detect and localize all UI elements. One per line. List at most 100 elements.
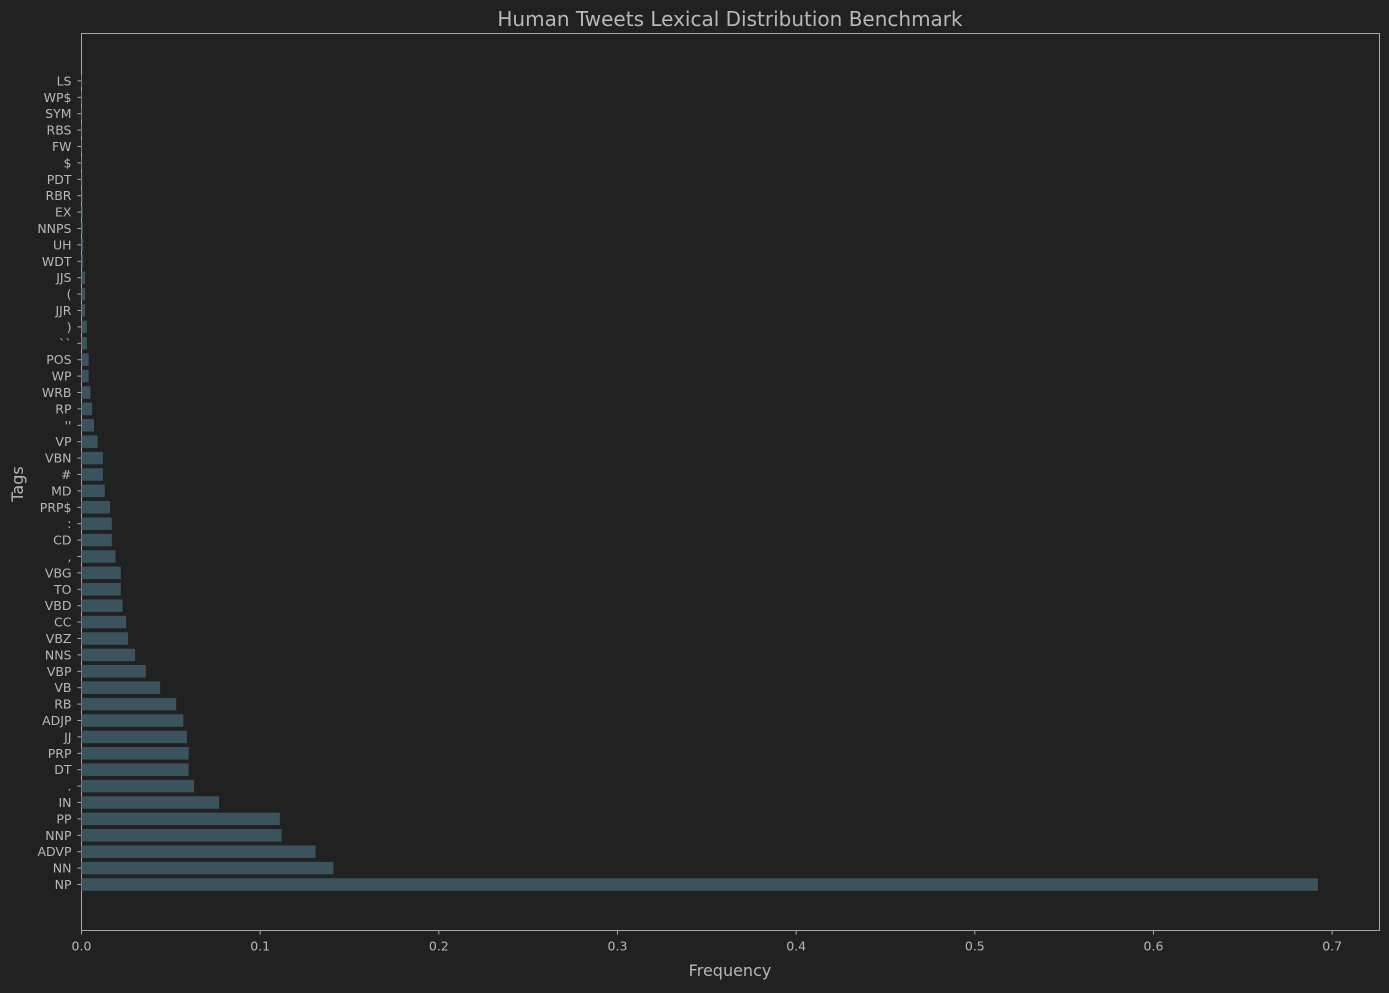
y-tick-label: RBS (47, 123, 72, 138)
y-tick-label: , (68, 549, 72, 564)
y-tick-label: '' (65, 418, 72, 433)
x-tick-label: 0.2 (429, 939, 449, 954)
x-tick-label: 0.1 (250, 939, 270, 954)
y-tick-label: WDT (42, 254, 72, 269)
bar-rp (81, 402, 93, 416)
bar-adjp (81, 714, 184, 727)
y-tick-label: VB (54, 680, 71, 695)
bar-vb (81, 681, 161, 694)
x-tick-label: 0.5 (965, 939, 985, 954)
y-axis-label: Tags (8, 466, 27, 502)
y-tick-label: JJR (54, 303, 71, 318)
y-tick-label: NP (55, 877, 72, 892)
y-tick-label: WP$ (44, 90, 72, 105)
bar-prp-dollar (81, 501, 111, 514)
bar-md (81, 484, 105, 498)
bar-cc (81, 615, 127, 629)
bar-vp (81, 435, 98, 448)
bar-dt (81, 763, 189, 776)
y-tick-label: VBN (45, 451, 71, 466)
y-tick-label: RP (55, 401, 72, 416)
y-tick-label: . (68, 779, 72, 794)
x-axis: 0.0 0.1 0.2 0.3 0.4 0.5 0.6 0.7 (72, 930, 1342, 954)
y-tick-label: IN (58, 795, 71, 810)
y-tick-label: FW (52, 139, 72, 154)
y-tick-label: PP (56, 811, 72, 826)
bar-close-quote (81, 419, 95, 432)
y-tick-label: MD (51, 483, 71, 498)
x-tick-label: 0.3 (608, 939, 628, 954)
bar-wdt (81, 255, 84, 268)
y-tick-label: CD (53, 533, 71, 548)
y-tick-label: RBR (46, 188, 72, 203)
bar-pp (81, 812, 280, 826)
bar-jj (81, 730, 187, 744)
bar-wp (81, 369, 89, 383)
y-tick-label: : (67, 516, 71, 531)
x-tick-label: 0.4 (786, 939, 806, 954)
bar-rbs (81, 123, 83, 137)
bar-nn (81, 861, 334, 875)
bar-lparen (81, 287, 86, 301)
bar-nnps (81, 222, 83, 235)
y-tick-label: VBD (45, 598, 72, 613)
bar-open-quote (81, 337, 87, 350)
x-tick-label: 0.0 (72, 939, 92, 954)
bar-nnp (81, 829, 282, 842)
y-tick-label: ADVP (37, 844, 72, 859)
y-tick-label: NNP (45, 828, 72, 843)
bar-ex (81, 205, 83, 219)
y-tick-label: RB (54, 697, 71, 712)
bar-fw (81, 140, 83, 153)
y-tick-label: DT (54, 762, 72, 777)
y-tick-label: ( (67, 287, 72, 302)
bar-wrb (81, 386, 91, 399)
plot-area-frame (81, 33, 1380, 931)
bar-in (81, 796, 220, 809)
y-tick-label: PRP (48, 746, 72, 761)
y-tick-label: EX (55, 205, 72, 220)
bar-to (81, 583, 121, 596)
y-tick-label: POS (46, 352, 71, 367)
bar-colon (81, 517, 112, 530)
y-tick-label: WRB (42, 385, 72, 400)
bar-prp (81, 747, 189, 760)
bar-pos (81, 353, 89, 366)
bar-comma (81, 550, 116, 563)
y-tick-label: SYM (45, 106, 71, 121)
y-tick-label: CC (54, 615, 72, 630)
y-tick-label: PRP$ (40, 500, 72, 515)
y-tick-label: VP (55, 434, 72, 449)
y-tick-label: NNS (45, 647, 72, 662)
y-tick-label: NNPS (37, 221, 71, 236)
bars-layer (81, 74, 1318, 891)
bar-uh (81, 238, 84, 252)
y-tick-label: UH (53, 237, 72, 252)
bar-vbd (81, 599, 123, 612)
bar-jjr (81, 304, 86, 317)
y-tick-label: WP (52, 369, 72, 384)
y-tick-label: ADJP (42, 713, 72, 728)
x-axis-label: Frequency (689, 961, 772, 980)
y-tick-label: $ (64, 155, 72, 170)
bar-wp-dollar (81, 91, 83, 104)
y-tick-label: TO (53, 582, 72, 597)
y-tick-label: JJ (63, 729, 71, 744)
y-tick-label: VBZ (46, 631, 72, 646)
bar-jjs (81, 271, 86, 284)
bar-vbg (81, 566, 121, 580)
bar-period (81, 779, 195, 793)
bar-rparen (81, 320, 87, 334)
x-tick-label: 0.6 (1144, 939, 1164, 954)
y-tick-label: VBG (45, 565, 72, 580)
bar-rbr (81, 189, 83, 202)
bar-vbn (81, 451, 103, 465)
y-tick-label: VBP (47, 664, 72, 679)
bar-np (81, 878, 1318, 891)
bar-rb (81, 697, 177, 711)
y-tick-label: # (61, 467, 71, 482)
y-tick-label: JJS (55, 270, 71, 285)
